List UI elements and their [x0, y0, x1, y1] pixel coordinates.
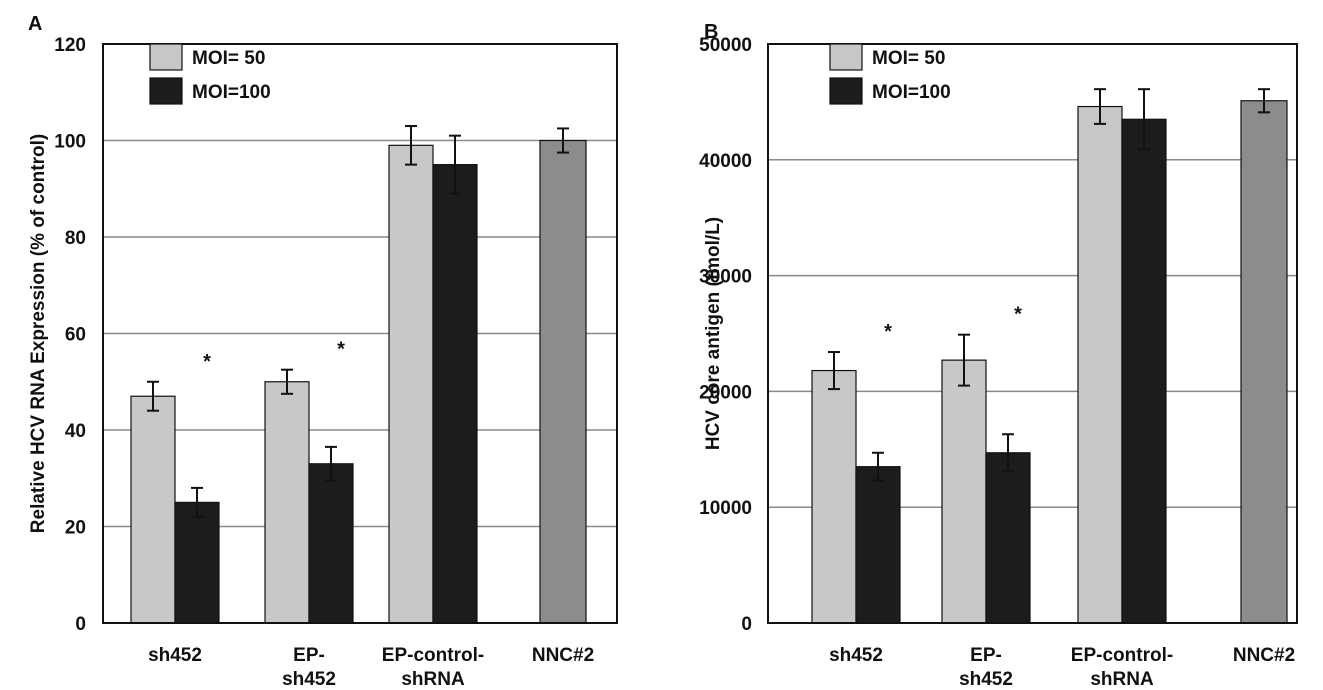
bar: [855, 466, 901, 624]
bar: [941, 359, 987, 624]
x-tick-label: shRNA: [1090, 669, 1154, 690]
y-tick-label: 120: [54, 35, 86, 56]
bar: [432, 164, 478, 624]
y-tick-label: 80: [65, 228, 86, 249]
bar: [130, 395, 176, 624]
legend-swatch: [149, 43, 183, 71]
bar: [1077, 105, 1123, 624]
y-tick-label: 0: [75, 614, 86, 635]
panel-label: B: [704, 21, 718, 43]
x-tick-label: NNC#2: [532, 645, 594, 666]
significance-asterisk: *: [337, 339, 345, 361]
significance-asterisk: *: [1014, 304, 1022, 326]
legend-label: MOI= 50: [872, 48, 945, 69]
x-tick-label: sh452: [282, 669, 336, 690]
bar: [264, 381, 310, 624]
bar: [1121, 118, 1167, 624]
plot-frame: [767, 43, 1298, 624]
legend-swatch: [149, 77, 183, 105]
legend-label: MOI=100: [192, 82, 271, 103]
y-tick-label: 40: [65, 421, 86, 442]
x-tick-label: EP-control-: [382, 645, 484, 666]
panel-label: A: [28, 13, 42, 35]
bar: [174, 501, 220, 624]
bar: [1240, 100, 1288, 624]
bar: [308, 463, 354, 624]
bar: [985, 452, 1031, 624]
legend-swatch: [829, 77, 863, 105]
x-tick-label: EP-: [293, 645, 325, 666]
significance-asterisk: *: [203, 351, 211, 373]
y-axis-label: HCV core antigen (fmol/L): [703, 217, 724, 450]
x-tick-label: shRNA: [401, 669, 465, 690]
significance-asterisk: *: [884, 321, 892, 343]
x-tick-label: NNC#2: [1233, 645, 1295, 666]
x-tick-label: sh452: [959, 669, 1013, 690]
y-tick-label: 20: [65, 518, 86, 539]
legend-label: MOI=100: [872, 82, 951, 103]
y-tick-label: 30000: [699, 267, 752, 288]
chart-panel-b: 0 10000 20000 30000 40000 50000 * * sh452 EP-sh45…: [699, 21, 1298, 690]
y-tick-label: 20000: [699, 382, 752, 403]
legend-swatch: [829, 43, 863, 71]
bar: [539, 139, 587, 624]
y-tick-label: 60: [65, 325, 86, 346]
y-axis-label: Relative HCV RNA Expression (% of contro…: [28, 134, 49, 533]
y-tick-label: 100: [54, 132, 86, 153]
x-tick-label: EP-: [970, 645, 1002, 666]
y-tick-label: 10000: [699, 498, 752, 519]
legend: MOI= 50 MOI=100: [829, 43, 951, 105]
x-tick-label: sh452: [148, 645, 202, 666]
y-tick-label: 0: [741, 614, 752, 635]
chart-panel-a: 0 20 40 60 80 100 120 * * sh452 EP-sh452 EP-control…: [28, 13, 618, 690]
y-tick-label: 50000: [699, 35, 752, 56]
legend-label: MOI= 50: [192, 48, 265, 69]
y-tick-label: 40000: [699, 151, 752, 172]
x-tick-label: sh452: [829, 645, 883, 666]
legend: MOI= 50 MOI=100: [149, 43, 271, 105]
plot-frame: [102, 43, 618, 624]
x-tick-label: EP-control-: [1071, 645, 1173, 666]
bar: [811, 369, 857, 624]
bar: [388, 144, 434, 624]
